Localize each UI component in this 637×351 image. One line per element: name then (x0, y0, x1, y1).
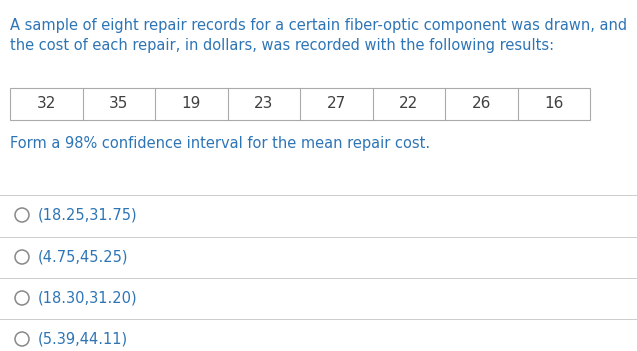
Text: 23: 23 (254, 97, 273, 112)
Bar (10, 88, 590, 120)
Text: Form a 98% confidence interval for the mean repair cost.: Form a 98% confidence interval for the m… (10, 136, 430, 151)
Text: 19: 19 (182, 97, 201, 112)
Text: (4.75,45.25): (4.75,45.25) (38, 250, 129, 265)
Text: 27: 27 (327, 97, 346, 112)
Text: 35: 35 (109, 97, 129, 112)
Text: 32: 32 (36, 97, 56, 112)
Text: A sample of eight repair records for a certain fiber-optic component was drawn, : A sample of eight repair records for a c… (10, 18, 627, 33)
Text: (18.25,31.75): (18.25,31.75) (38, 207, 138, 223)
Text: 16: 16 (544, 97, 564, 112)
Text: 22: 22 (399, 97, 419, 112)
Text: the cost of each repair, in dollars, was recorded with the following results:: the cost of each repair, in dollars, was… (10, 38, 554, 53)
Text: 26: 26 (471, 97, 491, 112)
Text: (18.30,31.20): (18.30,31.20) (38, 291, 138, 305)
Text: (5.39,44.11): (5.39,44.11) (38, 331, 128, 346)
